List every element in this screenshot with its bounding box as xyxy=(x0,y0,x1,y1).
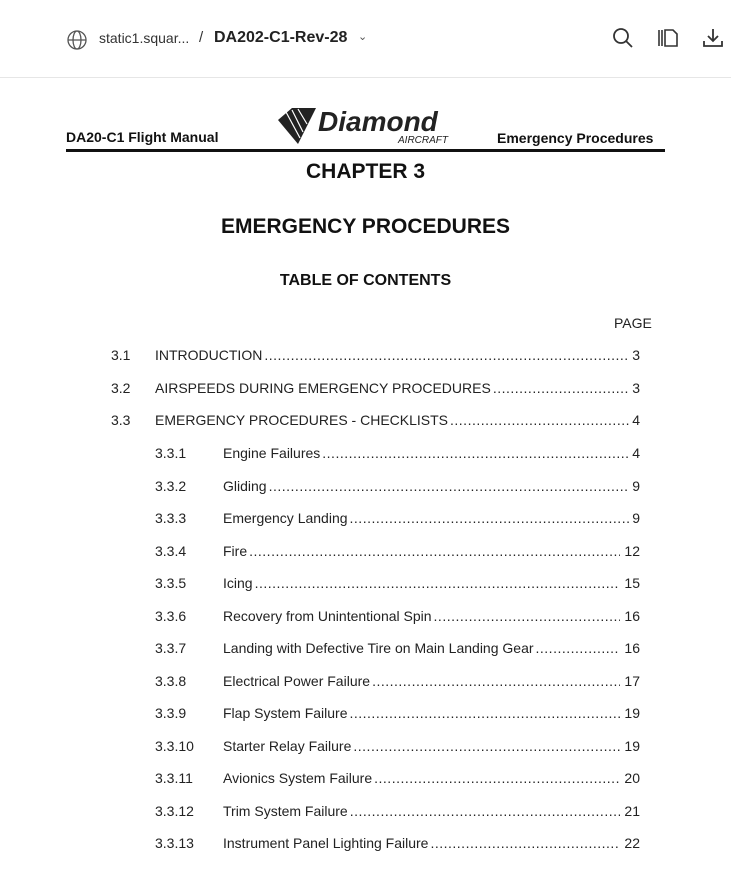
toc-entry-page: 9 xyxy=(632,477,640,494)
toc-entry-page: 16 xyxy=(624,607,640,624)
toc-entry[interactable]: 3.3.3 Emergency Landing..................… xyxy=(0,510,731,530)
leader-dots: ........................................… xyxy=(322,445,629,461)
page-column-label: PAGE xyxy=(614,315,652,331)
toc-entry[interactable]: 3.3.1 Engine Failures....................… xyxy=(0,445,731,465)
toc-entry-title: Icing xyxy=(223,575,253,591)
toc-entry[interactable]: 3.3.12 Trim System Failure...............… xyxy=(0,803,731,823)
chapter-number: CHAPTER 3 xyxy=(305,160,426,183)
toc-entry-page: 19 xyxy=(624,705,640,721)
toc-entry[interactable]: 3.3.10 Starter Relay Failure.............… xyxy=(0,738,731,758)
search-icon[interactable] xyxy=(611,26,635,50)
toc-entry[interactable]: 3.3.9 Flap System Failure................… xyxy=(0,705,731,725)
toc-entry[interactable]: 3.3.6 Recovery from Unintentional Spin...… xyxy=(0,608,731,628)
toc-entry-number: 3.3.11 xyxy=(155,770,193,786)
toc-entry-number: 3.3.8 xyxy=(155,672,187,689)
toc-entry-number: 3.3.6 xyxy=(155,607,187,624)
toc-entry-page: 17 xyxy=(624,672,640,689)
toc-entry-title: Emergency Landing xyxy=(223,510,348,526)
toc-entry-number: 3.3.3 xyxy=(155,510,187,526)
toc-entry-page: 20 xyxy=(624,770,640,786)
toc-entry-title: Flap System Failure xyxy=(223,705,348,721)
leader-dots: ........................................… xyxy=(535,640,620,656)
leader-dots: ........................................… xyxy=(349,802,620,819)
header-rule xyxy=(66,149,665,152)
leader-dots: ........................................… xyxy=(264,347,629,363)
toc-entry-number: 3.3 xyxy=(111,412,131,428)
toc-entry-page: 19 xyxy=(624,737,640,754)
toc-entry-page: 21 xyxy=(624,802,640,819)
toc-entry[interactable]: 3.3.7 Landing with Defective Tire on Main… xyxy=(0,640,731,660)
globe-icon xyxy=(67,30,87,50)
leader-dots: ........................................… xyxy=(374,770,620,786)
leader-dots: ........................................… xyxy=(349,510,629,526)
breadcrumb-separator: / xyxy=(199,29,204,46)
toc-entry-title: Trim System Failure xyxy=(223,802,348,819)
toc-entry-number: 3.3.5 xyxy=(155,575,187,591)
toc-entry-page: 12 xyxy=(624,542,640,559)
leader-dots: ........................................… xyxy=(249,542,620,559)
svg-text:AIRCRAFT: AIRCRAFT xyxy=(397,135,449,146)
chevron-down-icon[interactable]: ⌄ xyxy=(358,31,368,43)
toc-entry-number: 3.2 xyxy=(111,379,131,396)
toc-entry-title: Electrical Power Failure xyxy=(223,672,371,689)
toc-entry-number: 3.3.9 xyxy=(155,705,187,721)
toc-entry-title: INTRODUCTION xyxy=(155,347,263,363)
toc-entry-number: 3.3.7 xyxy=(155,640,187,656)
toc-entry[interactable]: 3.3.13 Instrument Panel Lighting Failure.… xyxy=(0,835,731,855)
toc-entry-page: 3 xyxy=(632,379,640,396)
toc-entry-number: 3.3.10 xyxy=(155,737,194,754)
leader-dots: ........................................… xyxy=(268,477,629,494)
toc-entry[interactable]: 3.3.2 Gliding............................… xyxy=(0,478,731,498)
diamond-aircraft-logo: Diamond AIRCRAFT xyxy=(278,106,449,146)
toc-entry[interactable]: 3.3.5 Icing..............................… xyxy=(0,575,731,595)
toc-entry-number: 3.3.4 xyxy=(155,542,187,559)
toc-entry-page: 4 xyxy=(632,445,640,461)
toc-entry-title: Instrument Panel Lighting Failure xyxy=(223,835,429,851)
svg-text:Diamond: Diamond xyxy=(318,106,439,137)
toc-entry-title: Recovery from Unintentional Spin xyxy=(223,607,432,624)
toc-entry-title: Starter Relay Failure xyxy=(223,737,352,754)
toc-entry[interactable]: 3.3 EMERGENCY PROCEDURES - CHECKLISTS....… xyxy=(0,412,731,432)
toc-entry[interactable]: 3.2 AIRSPEEDS DURING EMERGENCY PROCEDURES… xyxy=(0,380,731,400)
leader-dots: ........................................… xyxy=(430,835,620,851)
leader-dots: ........................................… xyxy=(450,412,629,428)
page-view-icon[interactable] xyxy=(656,26,680,50)
toc-entry-page: 3 xyxy=(632,347,640,363)
download-icon[interactable] xyxy=(701,26,725,50)
chapter-title: EMERGENCY PROCEDURES xyxy=(221,215,510,238)
toc-entry[interactable]: 3.1 INTRODUCTION.........................… xyxy=(0,347,731,367)
toc-entry[interactable]: 3.3.11 Avionics System Failure...........… xyxy=(0,770,731,790)
toc-entry-number: 3.1 xyxy=(111,347,131,363)
toc-heading: TABLE OF CONTENTS xyxy=(279,272,452,289)
header-manual-name: DA20-C1 Flight Manual xyxy=(66,129,219,145)
toc-entry-number: 3.3.13 xyxy=(155,835,194,851)
document-title[interactable]: DA202-C1-Rev-28 xyxy=(214,29,348,46)
leader-dots: ........................................… xyxy=(254,575,620,591)
leader-dots: ........................................… xyxy=(492,379,629,396)
toc-entry-title: Fire xyxy=(223,542,248,559)
leader-dots: ........................................… xyxy=(353,737,620,754)
leader-dots: ........................................… xyxy=(372,672,620,689)
toc-entry-number: 3.3.1 xyxy=(155,445,187,461)
toc-entry-number: 3.3.2 xyxy=(155,477,187,494)
viewer-toolbar: static1.squar... / DA202-C1-Rev-28 ⌄ xyxy=(0,0,731,78)
toc-entry[interactable]: 3.3.8 Electrical Power Failure...........… xyxy=(0,673,731,693)
toc-entry-title: Landing with Defective Tire on Main Land… xyxy=(223,640,534,656)
toc-entry-title: Engine Failures xyxy=(223,445,321,461)
toc-entry-number: 3.3.12 xyxy=(155,802,194,819)
toc-entry-page: 22 xyxy=(624,835,640,851)
toc-entry-title: EMERGENCY PROCEDURES - CHECKLISTS xyxy=(155,412,449,428)
toc-entry-title: AIRSPEEDS DURING EMERGENCY PROCEDURES xyxy=(155,379,491,396)
toc-entry[interactable]: 3.3.4 Fire...............................… xyxy=(0,543,731,563)
toc-entry-page: 9 xyxy=(632,510,640,526)
leader-dots: ........................................… xyxy=(433,607,620,624)
toc-entry-page: 4 xyxy=(632,412,640,428)
site-link[interactable]: static1.squar... xyxy=(99,30,190,46)
toc-entry-page: 16 xyxy=(624,640,640,656)
toc-entry-title: Gliding xyxy=(223,477,267,494)
header-section-name: Emergency Procedures xyxy=(497,130,654,146)
toc-entry-title: Avionics System Failure xyxy=(223,770,373,786)
leader-dots: ........................................… xyxy=(349,705,620,721)
toc-entry-page: 15 xyxy=(624,575,640,591)
